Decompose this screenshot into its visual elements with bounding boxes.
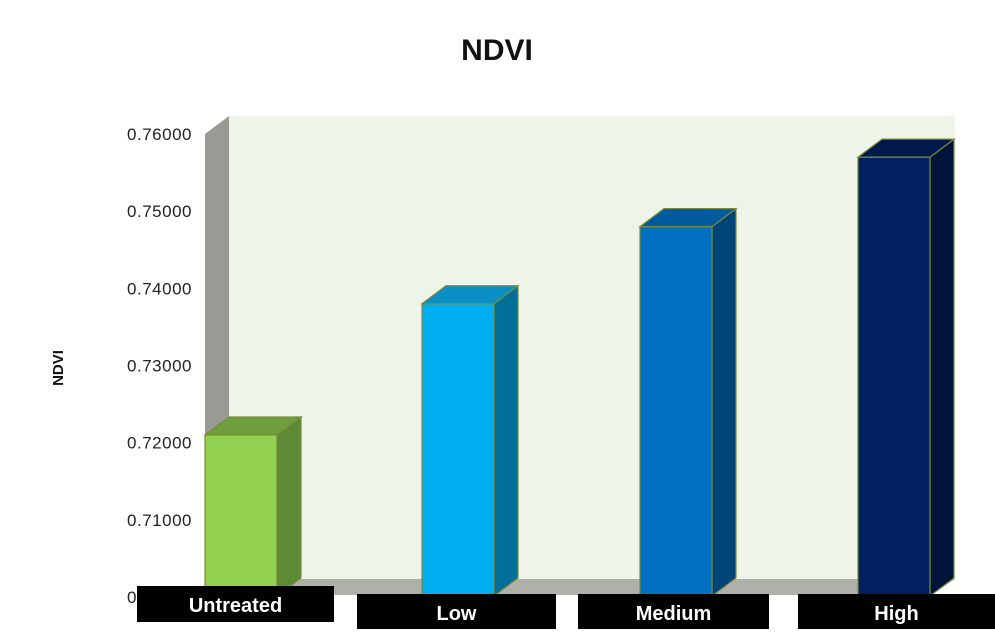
floor [205,579,955,595]
category-box-untreated [137,586,334,622]
bar-side [711,207,737,598]
bar-top [638,208,738,228]
bar-top [203,416,303,436]
y-tick-label: 0.74000 [127,279,192,298]
y-tick-label: 0.76000 [127,125,192,144]
x-tick-label: Low [437,603,477,625]
bar-low [420,284,520,598]
chart-title: NDVI [461,34,533,67]
bar-top [856,138,956,158]
y-tick-label: 0.72000 [127,434,192,453]
bar-high [856,137,956,598]
bar-side [493,284,519,598]
bar-front [639,226,713,597]
category-box-medium [578,594,769,629]
bar-untreated [203,415,303,598]
bar-front [857,156,931,597]
y-axis-label: NDVI [50,350,67,386]
bar-front [421,303,495,597]
bar-side [929,137,955,598]
bar-top [420,285,520,305]
bar-side [276,415,302,598]
x-tick-label: Untreated [189,595,282,617]
x-tick-label: High [874,603,918,625]
category-box-low [357,594,556,629]
bar-medium [638,207,738,598]
y-tick-label: 0.75000 [127,202,192,221]
x-tick-label: Medium [636,603,712,625]
bar-front [204,434,278,597]
category-box-high [798,594,995,629]
y-tick-label: 0.73000 [127,357,192,376]
plot-area [229,116,955,581]
y-tick-label: 0.71000 [127,511,192,530]
